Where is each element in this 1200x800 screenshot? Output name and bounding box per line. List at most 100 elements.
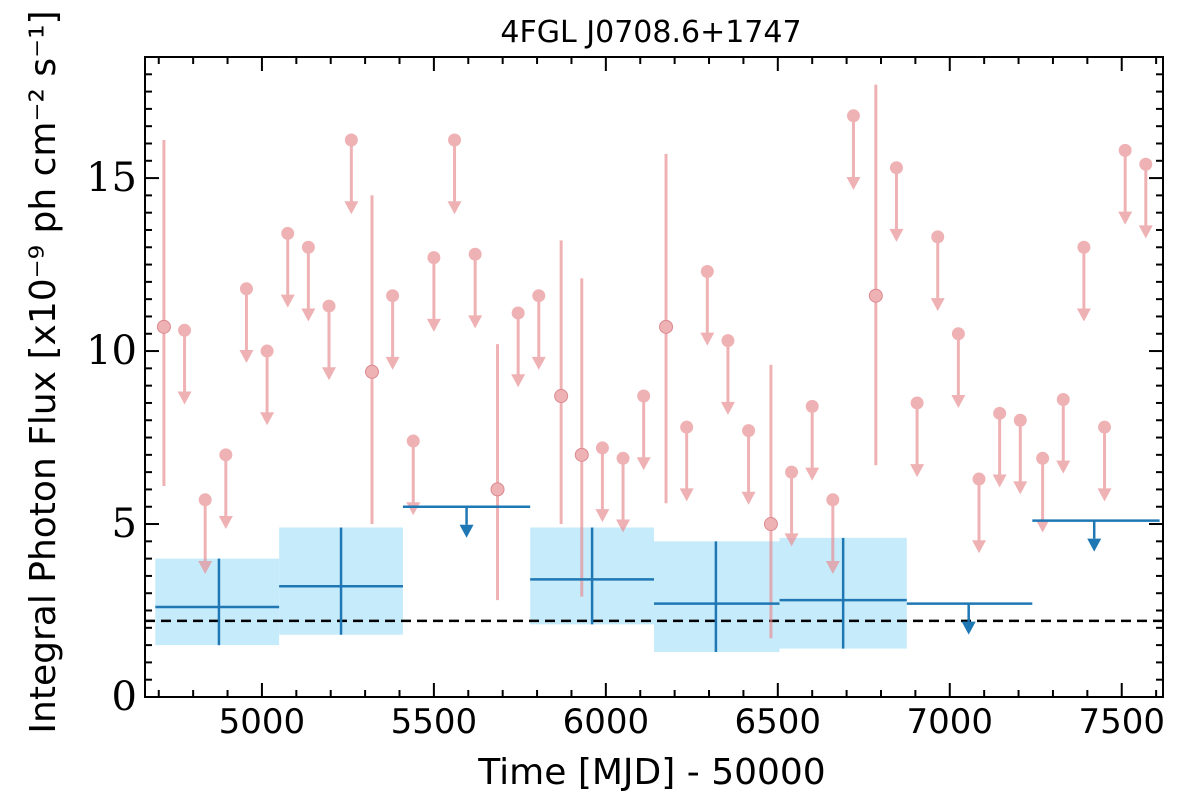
- fine-bin-detection: [574, 278, 589, 597]
- fine-bin-ul-arrow-head: [260, 412, 275, 426]
- fine-bin-ul-point: [322, 299, 336, 313]
- fine-bin-ul-point: [178, 323, 192, 337]
- fine-bin-upper-limit: [910, 396, 925, 478]
- coarse-bin-ul-arrow-head: [459, 524, 474, 538]
- fine-bin-upper-limit: [972, 472, 987, 554]
- fine-bin-upper-limit: [616, 451, 631, 533]
- fine-bin-ul-point: [721, 334, 735, 348]
- fine-bin-ul-arrow-head: [636, 457, 651, 471]
- fine-bin-ul-point: [910, 396, 924, 410]
- fine-bin-ul-arrow-head: [239, 349, 254, 363]
- fine-bin-ul-point: [281, 226, 295, 240]
- fine-bin-ul-arrow-head: [700, 332, 715, 346]
- fine-bin-ul-point: [198, 493, 212, 507]
- fine-bin-upper-limit: [741, 424, 756, 505]
- fine-bin-ul-point: [301, 240, 315, 254]
- fine-bin-upper-limit: [447, 133, 462, 215]
- fine-bin-ul-arrow-head: [426, 318, 441, 332]
- fine-bin-ul-point: [680, 420, 694, 434]
- fine-bin-ul-point: [386, 289, 400, 303]
- fine-bin-ul-point: [406, 434, 420, 448]
- fine-bin-ul-arrow-head: [889, 228, 904, 242]
- fine-bin-ul-arrow-head: [910, 464, 925, 478]
- chart-title: 4FGL J0708.6+1747: [500, 15, 801, 50]
- y-axis-label: Integral Photon Flux [x10⁻⁹ ph cm⁻² s⁻¹]: [23, 10, 64, 733]
- fine-bin-ul-arrow-head: [198, 561, 213, 574]
- fine-bin-ul-point: [616, 451, 630, 465]
- fine-bin-ul-arrow-head: [301, 308, 316, 322]
- x-axis-label: Time [MJD] - 50000: [477, 752, 825, 793]
- fine-bin-ul-arrow-head: [784, 533, 799, 547]
- fine-bin-ul-point: [1077, 240, 1091, 254]
- x-tick-label: 5500: [391, 702, 478, 742]
- fine-bin-upper-limit: [406, 434, 421, 516]
- fine-bin-upper-limit: [531, 289, 546, 370]
- fine-bin-ul-arrow-head: [468, 315, 483, 329]
- fine-bin-ul-arrow-head: [1076, 308, 1091, 322]
- fine-bin-upper-limit: [930, 230, 945, 312]
- y-tick-label: 10: [86, 328, 137, 374]
- fine-bin-ul-point: [344, 133, 358, 147]
- fine-bin-upper-limit: [301, 240, 316, 322]
- fine-bin-upper-limit: [1076, 240, 1091, 322]
- fine-bin-ul-arrow-head: [218, 516, 233, 530]
- fine-bin-ul-point: [239, 282, 253, 296]
- fine-bin-ul-arrow-head: [1056, 460, 1071, 474]
- fine-bin-upper-limit: [1056, 392, 1071, 474]
- fine-bin-ul-arrow-head: [930, 298, 945, 312]
- fine-bin-point: [490, 482, 505, 497]
- fine-bin-upper-limit: [468, 247, 483, 329]
- fine-bin-upper-limit: [260, 344, 275, 426]
- fine-bin-ul-arrow-head: [385, 356, 400, 370]
- fine-bin-upper-limit: [1097, 420, 1112, 502]
- fine-bin-ul-point: [448, 133, 462, 147]
- fine-bin-point: [554, 389, 569, 404]
- fine-bin-ul-arrow-head: [846, 177, 861, 190]
- fine-bin-point: [364, 364, 379, 379]
- fine-bin-ul-point: [700, 264, 714, 278]
- fine-bin-detection: [868, 84, 883, 466]
- fine-bin-upper-limit: [846, 109, 861, 190]
- fine-bin-ul-point: [1118, 143, 1132, 157]
- fine-bin-upper-limit: [1035, 451, 1050, 533]
- plot-area: [145, 84, 1163, 653]
- fine-bin-ul-arrow-head: [1118, 211, 1133, 225]
- x-tick-label: 5000: [219, 702, 306, 742]
- fine-bin-ul-point: [889, 161, 903, 175]
- fine-bin-ul-arrow-head: [531, 356, 546, 370]
- fine-bin-point: [574, 447, 589, 462]
- x-tick-label: 6500: [735, 702, 822, 742]
- fine-bin-ul-arrow-head: [741, 491, 756, 505]
- fine-bin-ul-point: [1013, 413, 1027, 427]
- fine-bin-ul-point: [260, 344, 274, 358]
- fine-bin-ul-arrow-head: [344, 201, 359, 215]
- fine-bin-upper-limit: [595, 441, 610, 523]
- fine-bin-ul-point: [1036, 451, 1050, 465]
- y-tick-label: 15: [86, 155, 137, 201]
- fine-bin-ul-point: [931, 230, 945, 244]
- fine-bin-upper-limit: [636, 389, 651, 471]
- fine-bin-ul-point: [1098, 420, 1112, 434]
- fine-bin-ul-arrow-head: [825, 561, 840, 574]
- fine-bin-ul-arrow-head: [447, 201, 462, 215]
- fine-bin-upper-limit: [344, 133, 359, 215]
- x-tick-label: 7000: [907, 702, 994, 742]
- fine-bin-ul-point: [595, 441, 609, 455]
- y-tick-label: 5: [112, 501, 137, 547]
- fine-bin-ul-point: [846, 109, 860, 123]
- fine-bin-ul-point: [951, 327, 965, 341]
- fine-bin-ul-arrow-head: [177, 391, 192, 405]
- fine-bin-detection: [490, 344, 505, 601]
- fine-bin-ul-arrow-head: [1035, 519, 1050, 533]
- fine-bin-point: [763, 517, 778, 532]
- axes: 5000 5500 6000 6500 7000 7500 0 5 10 15: [86, 56, 1165, 742]
- fine-bin-upper-limit: [825, 493, 840, 574]
- fine-bin-ul-arrow-head: [951, 394, 966, 408]
- fine-bin-upper-limit: [1118, 143, 1133, 225]
- fine-bin-ul-point: [993, 406, 1007, 420]
- fine-bin-ul-arrow-head: [720, 401, 735, 415]
- fine-bin-upper-limit: [426, 251, 441, 332]
- fine-bin-ul-point: [219, 448, 233, 462]
- fine-bin-upper-limit: [889, 161, 904, 242]
